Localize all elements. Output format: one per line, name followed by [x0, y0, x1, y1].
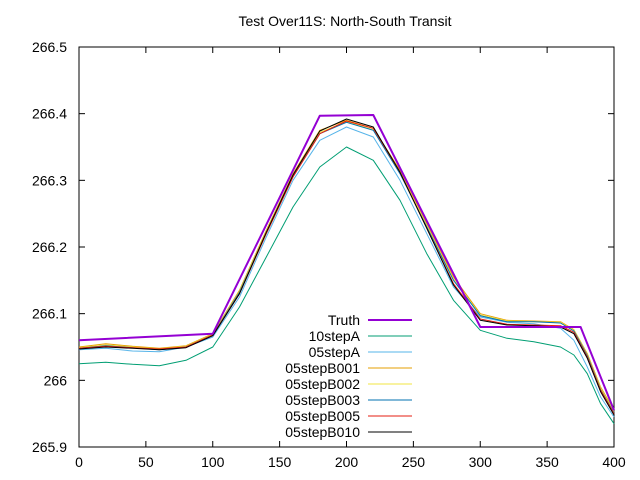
y-tick-label: 266.1 [32, 306, 67, 322]
x-tick-label: 50 [138, 454, 154, 470]
y-tick-label: 266.2 [32, 239, 67, 255]
legend-label: 05stepB001 [285, 360, 360, 376]
legend-entry-05stepB001: 05stepB001 [285, 360, 412, 376]
legend-entry-Truth: Truth [328, 312, 412, 328]
y-tick-label: 266 [44, 372, 68, 388]
x-tick-label: 150 [268, 454, 292, 470]
legend-label: 05stepB005 [285, 408, 360, 424]
legend-label: Truth [328, 312, 360, 328]
legend-label: 10stepA [309, 328, 361, 344]
x-tick-label: 0 [75, 454, 83, 470]
chart-title: Test Over11S: North-South Transit [239, 13, 452, 29]
x-tick-label: 300 [469, 454, 493, 470]
axis-ticks: 0 50 100 150 200 250 300 350 400 265.9 266 266.1 266… [32, 39, 626, 470]
y-tick-label: 265.9 [32, 439, 67, 455]
y-tick-label: 266.3 [32, 172, 67, 188]
legend-entry-05stepB003: 05stepB003 [285, 392, 412, 408]
series-lines [78, 114, 615, 424]
x-tick-label: 400 [602, 454, 626, 470]
x-tick-label: 350 [535, 454, 559, 470]
series-line-Truth [78, 114, 615, 411]
x-tick-label: 100 [201, 454, 225, 470]
legend-entry-05stepB005: 05stepB005 [285, 408, 412, 424]
y-tick-label: 266.5 [32, 39, 67, 55]
series-line-05stepB010 [78, 118, 615, 416]
x-tick-label: 250 [402, 454, 426, 470]
legend-label: 05stepB010 [285, 424, 360, 440]
x-tick-label: 200 [335, 454, 359, 470]
legend-label: 05stepA [309, 344, 361, 360]
legend-entry-05stepA: 05stepA [309, 344, 412, 360]
legend-label: 05stepB003 [285, 392, 360, 408]
legend: Truth10stepA05stepA05stepB00105stepB0020… [285, 312, 412, 440]
y-tick-label: 266.4 [32, 106, 67, 122]
legend-entry-05stepB010: 05stepB010 [285, 424, 412, 440]
legend-label: 05stepB002 [285, 376, 360, 392]
legend-entry-05stepB002: 05stepB002 [285, 376, 412, 392]
legend-entry-10stepA: 10stepA [309, 328, 412, 344]
series-line-10stepA [78, 146, 615, 424]
